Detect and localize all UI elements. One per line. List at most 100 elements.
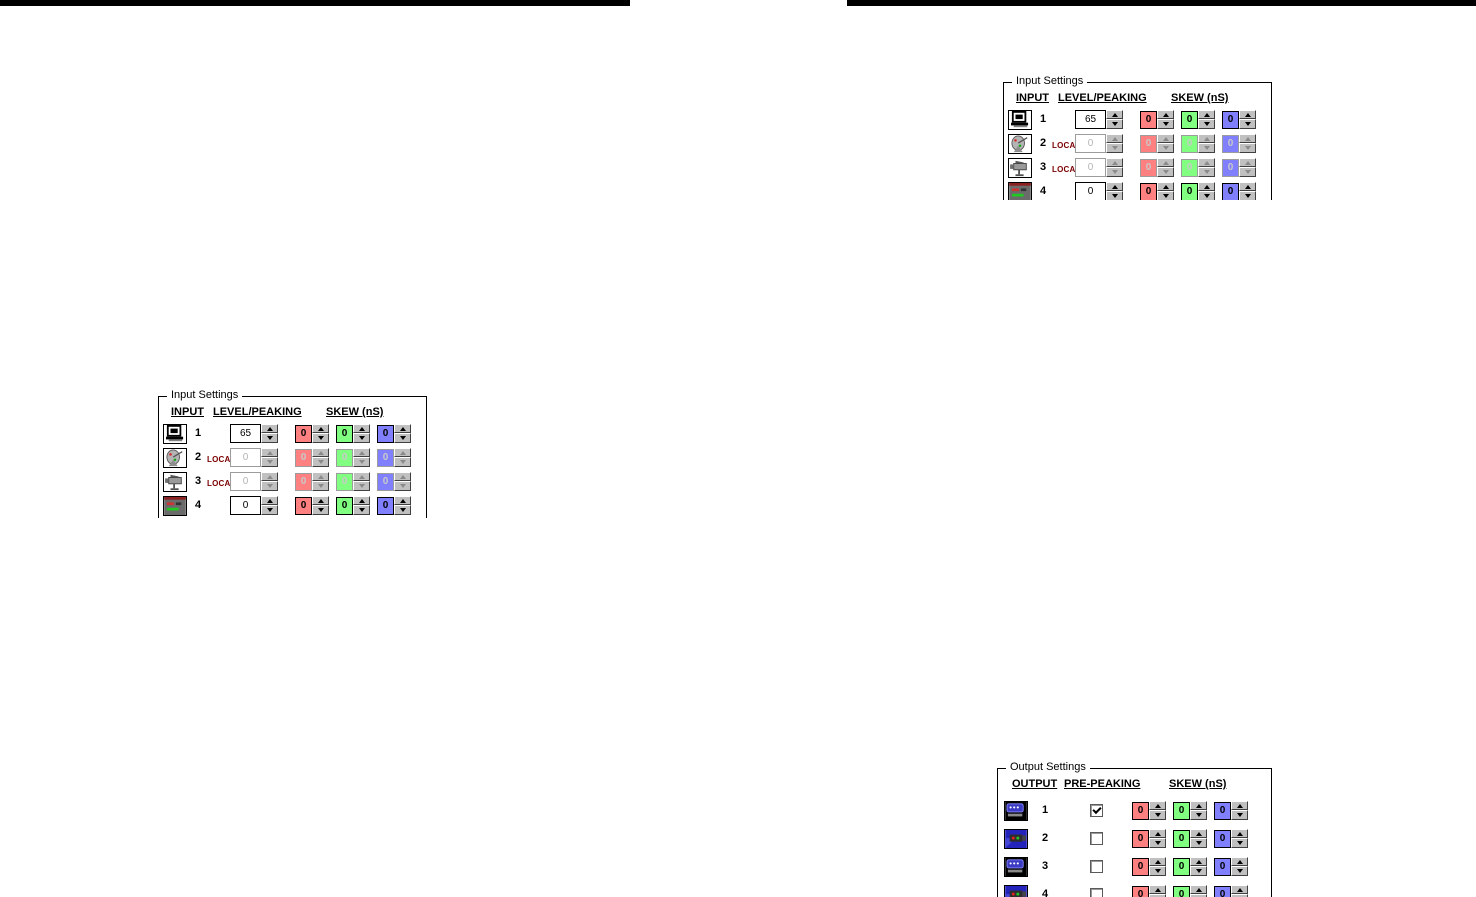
spin-down-icon[interactable] <box>1198 191 1215 200</box>
pre-peaking-checkbox[interactable] <box>1090 832 1103 845</box>
skew-green-spinner[interactable] <box>353 424 370 443</box>
spin-up-icon[interactable] <box>261 424 278 433</box>
skew-green-value[interactable]: 0 <box>1181 111 1198 129</box>
skew-blue-value[interactable]: 0 <box>1222 183 1239 200</box>
skew-red-spinner[interactable] <box>1157 182 1174 200</box>
spin-up-icon[interactable] <box>353 496 370 505</box>
spin-up-icon[interactable] <box>353 424 370 433</box>
pre-peaking-checkbox[interactable] <box>1090 804 1103 817</box>
spin-down-icon[interactable] <box>312 433 329 443</box>
spin-down-icon[interactable] <box>394 433 411 443</box>
skew-red-spinner[interactable] <box>1149 829 1166 848</box>
skew-green-value[interactable]: 0 <box>1173 802 1190 820</box>
spin-down-icon[interactable] <box>1157 191 1174 200</box>
skew-red-spinner[interactable] <box>312 424 329 443</box>
skew-red-value[interactable]: 0 <box>1140 183 1157 200</box>
level-input[interactable]: 0 <box>1075 182 1106 200</box>
spin-up-icon[interactable] <box>261 496 278 505</box>
spin-up-icon[interactable] <box>1149 801 1166 810</box>
pre-peaking-checkbox[interactable] <box>1090 888 1103 897</box>
spin-up-icon[interactable] <box>1190 801 1207 810</box>
skew-blue-spinner[interactable] <box>1239 110 1256 129</box>
spin-up-icon[interactable] <box>1231 885 1248 894</box>
spin-up-icon[interactable] <box>1149 857 1166 866</box>
skew-green-value[interactable]: 0 <box>1181 183 1198 200</box>
level-spinner[interactable] <box>261 496 278 515</box>
skew-blue-spinner[interactable] <box>1231 885 1248 897</box>
level-spinner[interactable] <box>1106 182 1123 200</box>
level-input[interactable]: 65 <box>1075 110 1106 129</box>
spin-down-icon[interactable] <box>1157 119 1174 129</box>
spin-down-icon[interactable] <box>312 505 329 515</box>
spin-up-icon[interactable] <box>1198 182 1215 191</box>
skew-red-spinner[interactable] <box>1149 801 1166 820</box>
spin-down-icon[interactable] <box>353 505 370 515</box>
spin-up-icon[interactable] <box>1157 182 1174 191</box>
spin-up-icon[interactable] <box>312 424 329 433</box>
skew-red-spinner[interactable] <box>1149 885 1166 897</box>
skew-blue-spinner[interactable] <box>394 424 411 443</box>
spin-up-icon[interactable] <box>394 424 411 433</box>
spin-up-icon[interactable] <box>1190 885 1207 894</box>
spin-up-icon[interactable] <box>1190 857 1207 866</box>
level-input[interactable]: 0 <box>230 496 261 515</box>
skew-blue-value[interactable]: 0 <box>377 425 394 443</box>
spin-down-icon[interactable] <box>261 433 278 443</box>
spin-down-icon[interactable] <box>1231 838 1248 848</box>
spin-down-icon[interactable] <box>261 505 278 515</box>
skew-blue-spinner[interactable] <box>394 496 411 515</box>
spin-up-icon[interactable] <box>1239 110 1256 119</box>
skew-green-spinner[interactable] <box>1190 857 1207 876</box>
spin-down-icon[interactable] <box>1198 119 1215 129</box>
skew-green-value[interactable]: 0 <box>1173 830 1190 848</box>
skew-red-value[interactable]: 0 <box>295 425 312 443</box>
spin-up-icon[interactable] <box>1198 110 1215 119</box>
pre-peaking-checkbox[interactable] <box>1090 860 1103 873</box>
skew-blue-value[interactable]: 0 <box>1214 886 1231 897</box>
spin-up-icon[interactable] <box>394 496 411 505</box>
spin-up-icon[interactable] <box>1239 182 1256 191</box>
spin-up-icon[interactable] <box>1231 801 1248 810</box>
level-spinner[interactable] <box>1106 110 1123 129</box>
skew-blue-spinner[interactable] <box>1231 857 1248 876</box>
skew-blue-value[interactable]: 0 <box>1222 111 1239 129</box>
skew-green-value[interactable]: 0 <box>1173 858 1190 876</box>
skew-red-spinner[interactable] <box>1157 110 1174 129</box>
spin-up-icon[interactable] <box>1157 110 1174 119</box>
spin-up-icon[interactable] <box>1149 829 1166 838</box>
skew-blue-value[interactable]: 0 <box>1214 830 1231 848</box>
skew-red-value[interactable]: 0 <box>1140 111 1157 129</box>
spin-down-icon[interactable] <box>1106 119 1123 129</box>
spin-up-icon[interactable] <box>1106 110 1123 119</box>
spin-down-icon[interactable] <box>1149 894 1166 897</box>
skew-red-value[interactable]: 0 <box>295 497 312 515</box>
spin-down-icon[interactable] <box>1239 119 1256 129</box>
skew-green-value[interactable]: 0 <box>336 497 353 515</box>
skew-green-spinner[interactable] <box>1198 182 1215 200</box>
skew-blue-spinner[interactable] <box>1231 829 1248 848</box>
skew-blue-spinner[interactable] <box>1239 182 1256 200</box>
spin-down-icon[interactable] <box>353 433 370 443</box>
spin-down-icon[interactable] <box>1106 191 1123 200</box>
spin-down-icon[interactable] <box>1190 810 1207 820</box>
spin-down-icon[interactable] <box>1231 866 1248 876</box>
skew-red-spinner[interactable] <box>312 496 329 515</box>
skew-green-spinner[interactable] <box>1190 885 1207 897</box>
skew-green-value[interactable]: 0 <box>336 425 353 443</box>
skew-red-value[interactable]: 0 <box>1132 886 1149 897</box>
skew-green-spinner[interactable] <box>1198 110 1215 129</box>
spin-down-icon[interactable] <box>1190 894 1207 897</box>
spin-down-icon[interactable] <box>1190 838 1207 848</box>
skew-red-value[interactable]: 0 <box>1132 830 1149 848</box>
skew-blue-spinner[interactable] <box>1231 801 1248 820</box>
spin-down-icon[interactable] <box>394 505 411 515</box>
spin-up-icon[interactable] <box>1149 885 1166 894</box>
spin-down-icon[interactable] <box>1239 191 1256 200</box>
skew-red-value[interactable]: 0 <box>1132 858 1149 876</box>
spin-down-icon[interactable] <box>1149 838 1166 848</box>
spin-down-icon[interactable] <box>1149 810 1166 820</box>
skew-blue-value[interactable]: 0 <box>1214 858 1231 876</box>
spin-up-icon[interactable] <box>312 496 329 505</box>
skew-blue-value[interactable]: 0 <box>377 497 394 515</box>
skew-blue-value[interactable]: 0 <box>1214 802 1231 820</box>
